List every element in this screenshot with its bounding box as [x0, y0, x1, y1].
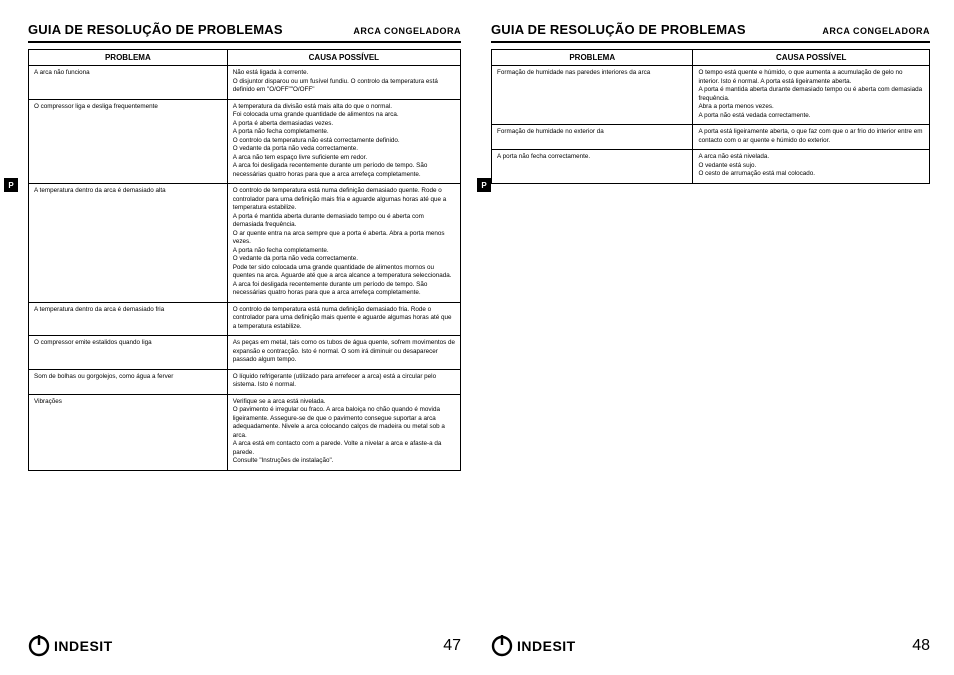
table-row: Formação de humidade no exterior daA por… [492, 125, 930, 150]
cell-problem: O compressor emite estalidos quando liga [29, 336, 228, 370]
page-header: GUIA DE RESOLUÇÃO DE PROBLEMAS ARCA CONG… [28, 22, 461, 41]
page-number: 48 [912, 637, 930, 655]
page-number: 47 [443, 637, 461, 655]
cell-problem: Formação de humidade no exterior da [492, 125, 693, 150]
cell-problem: Som de bolhas ou gorgolejos, como água a… [29, 369, 228, 394]
col-cause: CAUSA POSSÍVEL [227, 50, 460, 66]
cell-problem: A arca não funciona [29, 66, 228, 100]
col-problem: PROBLEMA [29, 50, 228, 66]
page-footer-left: INDESIT 47 [28, 635, 461, 657]
col-cause: CAUSA POSSÍVEL [693, 50, 930, 66]
brand-logo: INDESIT [28, 635, 113, 657]
header-title: GUIA DE RESOLUÇÃO DE PROBLEMAS [28, 22, 283, 37]
troubleshoot-table-right: PROBLEMA CAUSA POSSÍVEL Formação de humi… [491, 49, 930, 184]
cell-cause: Verifique se a arca está nivelada. O pav… [227, 394, 460, 470]
cell-cause: As peças em metal, tais como os tubos de… [227, 336, 460, 370]
header-title: GUIA DE RESOLUÇÃO DE PROBLEMAS [491, 22, 746, 37]
table-row: VibraçõesVerifique se a arca está nivela… [29, 394, 461, 470]
brand-logo: INDESIT [491, 635, 576, 657]
brand-text: INDESIT [517, 638, 576, 654]
header-rule [491, 41, 930, 43]
cell-problem: O compressor liga e desliga frequentemen… [29, 99, 228, 184]
cell-problem: Vibrações [29, 394, 228, 470]
col-problem: PROBLEMA [492, 50, 693, 66]
page-left: P GUIA DE RESOLUÇÃO DE PROBLEMAS ARCA CO… [0, 0, 477, 675]
language-tab: P [4, 178, 18, 192]
cell-cause: A temperatura da divisão está mais alta … [227, 99, 460, 184]
page-footer-right: INDESIT 48 [491, 635, 930, 657]
cell-problem: A temperatura dentro da arca é demasiado… [29, 184, 228, 303]
cell-cause: A arca não está nivelada. O vedante está… [693, 150, 930, 184]
page-spread: P GUIA DE RESOLUÇÃO DE PROBLEMAS ARCA CO… [0, 0, 954, 675]
table-row: O compressor liga e desliga frequentemen… [29, 99, 461, 184]
table-row: A porta não fecha correctamente.A arca n… [492, 150, 930, 184]
cell-cause: O tempo está quente e húmido, o que aume… [693, 66, 930, 125]
table-row: Som de bolhas ou gorgolejos, como água a… [29, 369, 461, 394]
brand-icon [491, 635, 513, 657]
page-right: P GUIA DE RESOLUÇÃO DE PROBLEMAS ARCA CO… [477, 0, 954, 675]
table-row: A temperatura dentro da arca é demasiado… [29, 302, 461, 336]
table-row: A arca não funcionaNão está ligada à cor… [29, 66, 461, 100]
cell-problem: Formação de humidade nas paredes interio… [492, 66, 693, 125]
brand-text: INDESIT [54, 638, 113, 654]
table-row: O compressor emite estalidos quando liga… [29, 336, 461, 370]
cell-problem: A temperatura dentro da arca é demasiado… [29, 302, 228, 336]
page-header: GUIA DE RESOLUÇÃO DE PROBLEMAS ARCA CONG… [491, 22, 930, 41]
cell-cause: O controlo de temperatura está numa defi… [227, 302, 460, 336]
cell-cause: O controlo de temperatura está numa defi… [227, 184, 460, 303]
language-tab: P [477, 178, 491, 192]
cell-cause: A porta está ligeiramente aberta, o que … [693, 125, 930, 150]
table-row: Formação de humidade nas paredes interio… [492, 66, 930, 125]
troubleshoot-table-left: PROBLEMA CAUSA POSSÍVEL A arca não funci… [28, 49, 461, 471]
cell-cause: O líquido refrigerante (utilizado para a… [227, 369, 460, 394]
cell-cause: Não está ligada à corrente. O disjuntor … [227, 66, 460, 100]
brand-icon [28, 635, 50, 657]
header-rule [28, 41, 461, 43]
header-subtitle: ARCA CONGELADORA [822, 26, 930, 36]
header-subtitle: ARCA CONGELADORA [353, 26, 461, 36]
table-row: A temperatura dentro da arca é demasiado… [29, 184, 461, 303]
cell-problem: A porta não fecha correctamente. [492, 150, 693, 184]
